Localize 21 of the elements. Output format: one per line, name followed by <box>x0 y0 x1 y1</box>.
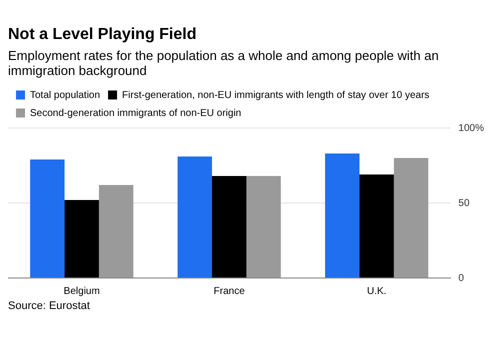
x-tick-label: France <box>214 286 246 297</box>
y-tick-label: 100% <box>458 122 484 134</box>
bar <box>64 200 99 278</box>
bar <box>30 160 65 278</box>
legend-label: Total population <box>30 90 100 101</box>
bar <box>325 154 360 278</box>
x-tick-label: U.K. <box>366 286 386 297</box>
bar <box>212 176 246 278</box>
bar <box>178 156 212 278</box>
bar <box>394 158 428 278</box>
bar <box>359 174 394 278</box>
legend-label: Second-generation immigrants of non-EU origin <box>30 108 242 119</box>
y-tick-label: 0 <box>458 272 464 284</box>
bar <box>246 176 281 278</box>
chart-title: Not a Level Playing Field <box>8 26 198 44</box>
legend-label: First-generation, non-EU immigrants with length of stay over 10 years <box>122 90 430 101</box>
y-tick-label: 50 <box>458 198 470 209</box>
chart-subtitle: Employment rates for the population as a whole and among people with an immigration background <box>8 48 440 78</box>
source-note: Source: Eurostat <box>8 300 91 312</box>
bar <box>98 185 134 278</box>
x-tick-label: Belgium <box>64 286 100 297</box>
